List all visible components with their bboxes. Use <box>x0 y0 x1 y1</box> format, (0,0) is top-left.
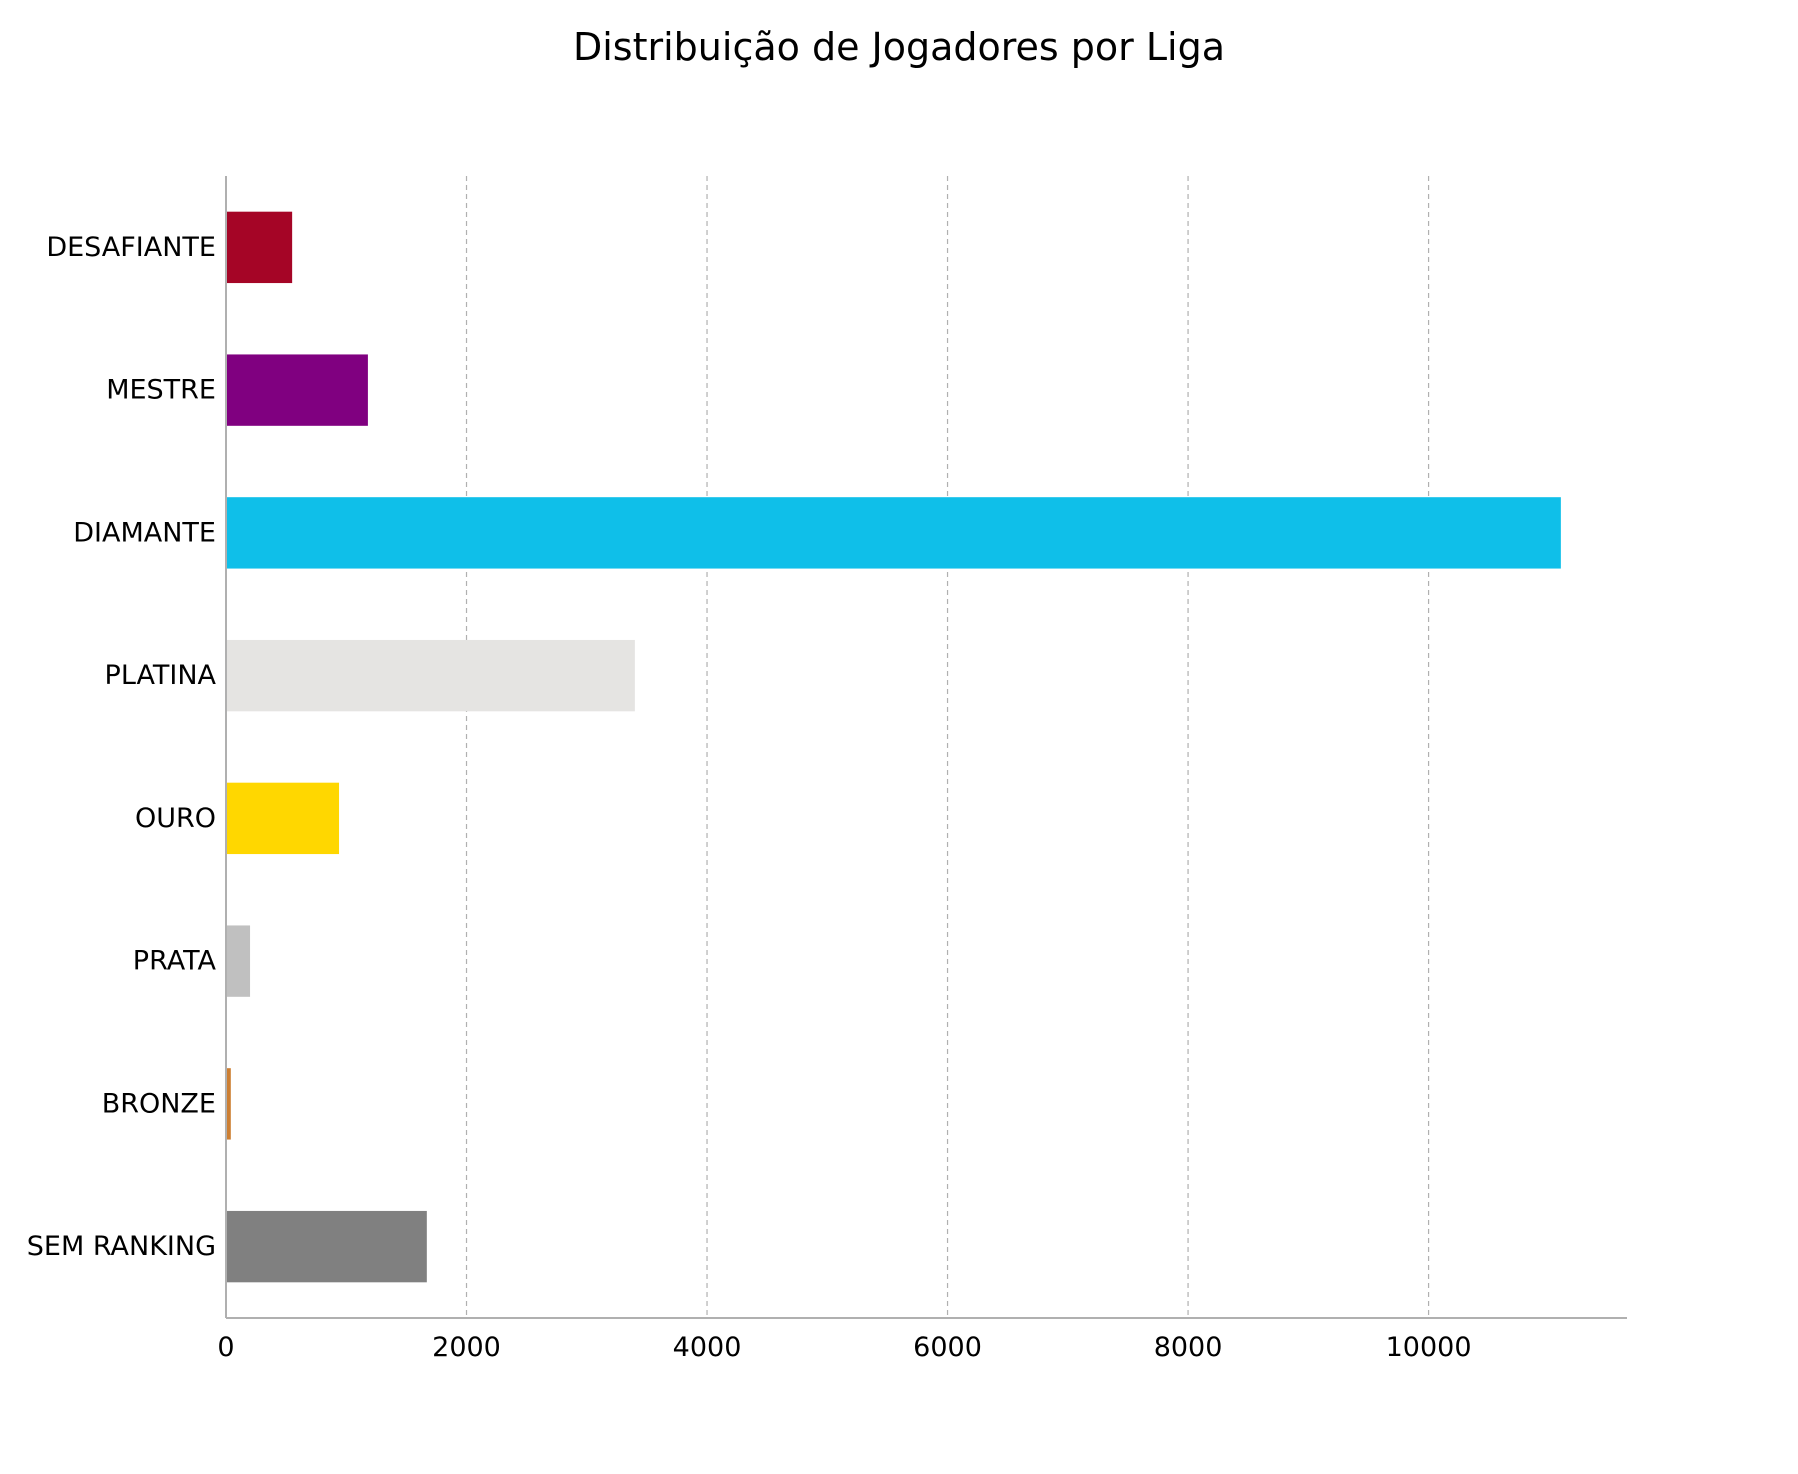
x-tick-label: 2000 <box>432 1332 501 1363</box>
bar-desafiante <box>226 211 293 284</box>
bar-diamante <box>226 497 1561 569</box>
x-tick-label: 10000 <box>1386 1332 1472 1363</box>
x-tick-label: 8000 <box>1154 1332 1223 1363</box>
y-tick-label: DIAMANTE <box>73 517 216 548</box>
bar-mestre <box>226 354 368 426</box>
bar-bronze <box>226 1068 231 1140</box>
bar-sem-ranking <box>226 1210 427 1283</box>
y-tick-labels: DESAFIANTE MESTRE DIAMANTE PLATINA OURO PRATA… <box>27 232 217 1262</box>
y-tick-label: BRONZE <box>102 1088 216 1119</box>
bar-prata <box>226 925 251 997</box>
y-tick-label: MESTRE <box>106 375 216 406</box>
y-tick-label: PLATINA <box>105 660 217 691</box>
y-tick-label: OURO <box>135 803 216 834</box>
y-tick-label: SEM RANKING <box>27 1231 216 1262</box>
bar-ouro <box>226 782 340 855</box>
axes <box>225 176 1627 1319</box>
x-tick-labels: 0 2000 4000 6000 8000 10000 <box>217 1332 1471 1363</box>
bar-platina <box>226 639 635 712</box>
y-tick-label: PRATA <box>133 946 217 977</box>
y-tick-label: DESAFIANTE <box>46 232 216 263</box>
chart-title: Distribuição de Jogadores por Liga <box>573 25 1225 69</box>
bars <box>226 211 1561 1283</box>
x-tick-label: 6000 <box>913 1332 982 1363</box>
gridlines <box>465 176 1430 1318</box>
x-tick-label: 4000 <box>673 1332 742 1363</box>
x-tick-label: 0 <box>217 1332 234 1363</box>
